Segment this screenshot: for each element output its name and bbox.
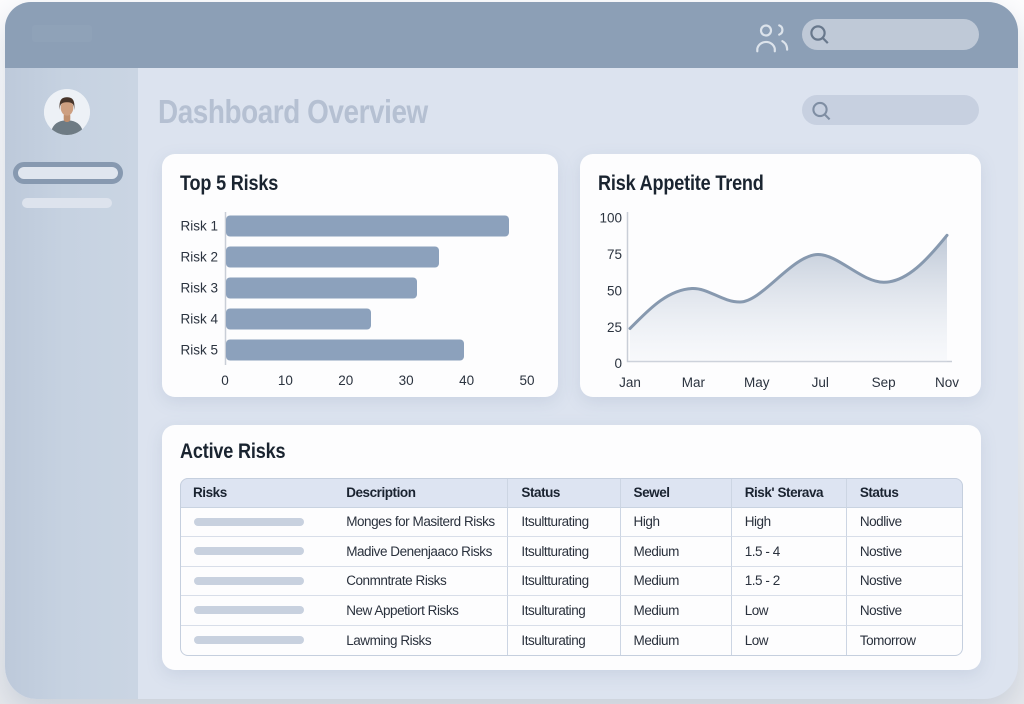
svg-text:30: 30 (399, 373, 414, 388)
svg-text:Risk 2: Risk 2 (180, 250, 218, 265)
svg-text:Jan: Jan (619, 375, 641, 390)
svg-text:50: 50 (607, 284, 622, 299)
svg-text:40: 40 (459, 373, 474, 388)
svg-text:Risk 1: Risk 1 (180, 219, 218, 234)
svg-text:100: 100 (599, 211, 622, 226)
svg-text:75: 75 (607, 247, 622, 262)
svg-text:Risk 3: Risk 3 (180, 281, 218, 296)
svg-text:Jul: Jul (812, 375, 829, 390)
svg-text:0: 0 (614, 356, 622, 371)
svg-text:Sep: Sep (872, 375, 896, 390)
svg-text:Risk 4: Risk 4 (180, 312, 218, 327)
svg-text:50: 50 (519, 373, 534, 388)
svg-text:May: May (744, 375, 770, 390)
svg-text:20: 20 (338, 373, 353, 388)
svg-text:0: 0 (221, 373, 229, 388)
svg-text:Nov: Nov (935, 375, 959, 390)
svg-text:Risk 5: Risk 5 (180, 343, 218, 358)
svg-text:25: 25 (607, 320, 622, 335)
svg-text:Mar: Mar (682, 375, 706, 390)
svg-text:10: 10 (278, 373, 293, 388)
